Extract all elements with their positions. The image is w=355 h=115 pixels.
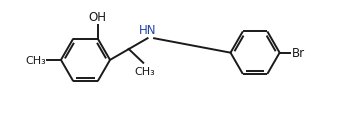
- Text: HN: HN: [139, 24, 156, 37]
- Text: Br: Br: [291, 47, 305, 60]
- Text: OH: OH: [89, 11, 107, 24]
- Text: CH₃: CH₃: [25, 55, 46, 65]
- Text: CH₃: CH₃: [134, 67, 155, 77]
